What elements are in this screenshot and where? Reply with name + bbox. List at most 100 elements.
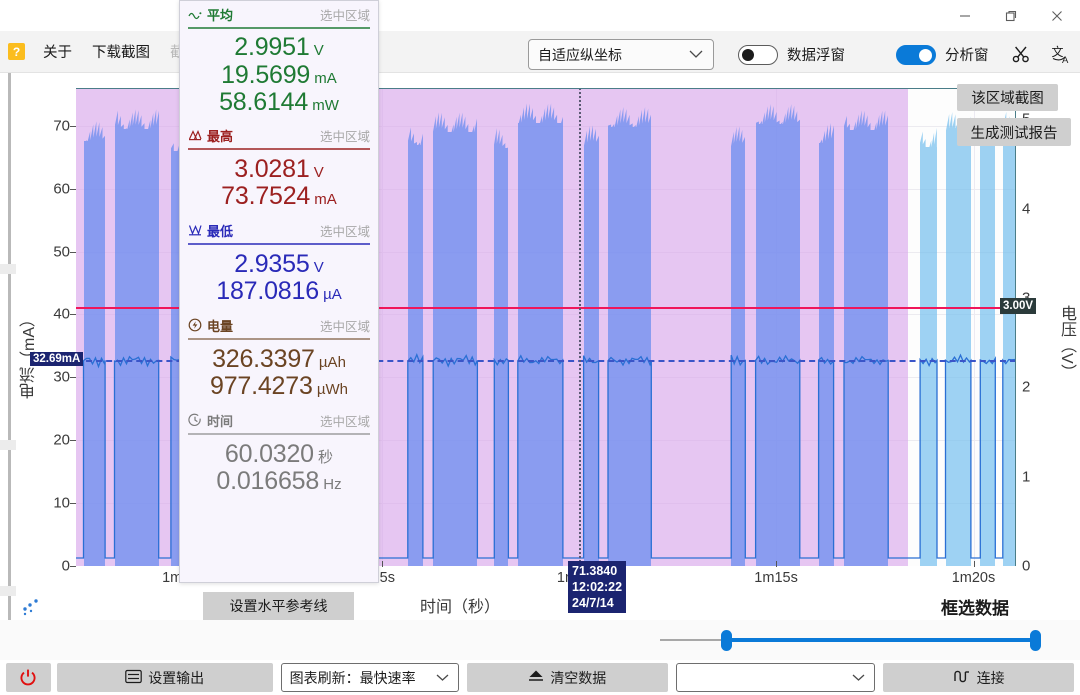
generate-report-button[interactable]: 生成测试报告 xyxy=(957,118,1071,146)
panel-section-values-average: 2.9951 V 19.5699 mA 58.6144 mW xyxy=(180,29,378,122)
menu-item-about[interactable]: 关于 xyxy=(43,45,72,61)
power-button[interactable] xyxy=(6,663,51,692)
current-burst xyxy=(433,112,478,566)
x-axis-tick-mark xyxy=(381,561,383,567)
clear-data-button[interactable]: 清空数据 xyxy=(467,663,668,692)
minimize-button[interactable] xyxy=(942,0,988,31)
panel-value-row: 2.9355 V xyxy=(180,250,378,278)
panel-region-tag[interactable]: 选中区域 xyxy=(319,414,370,429)
panel-section-title: 最高 xyxy=(207,128,234,144)
panel-section-title: 平均 xyxy=(207,8,234,23)
panel-section-header-maximum: 最高 选中区域 xyxy=(180,122,378,147)
y-axis-right-title: 电压（V） xyxy=(1058,305,1075,380)
data-float-toggle[interactable] xyxy=(738,44,778,65)
current-burst xyxy=(843,109,889,566)
range-slider[interactable] xyxy=(0,620,1080,660)
panel-section-values-time: 60.0320 秒 0.016658 Hz xyxy=(180,435,378,502)
analysis-toggle-group[interactable]: 分析窗 xyxy=(896,44,989,65)
region-screenshot-button[interactable]: 该区域截图 xyxy=(957,84,1058,111)
y-axis-right-tick: 1 xyxy=(1022,468,1031,486)
y-axis-left-tick: 70 xyxy=(53,117,70,135)
panel-unit: mA xyxy=(310,69,337,87)
panel-value-row: 60.0320 秒 xyxy=(180,440,378,468)
panel-unit: V xyxy=(309,42,324,59)
horizontal-reference-line[interactable] xyxy=(76,306,1016,310)
panel-unit: mW xyxy=(308,97,339,114)
panel-section-header-minimum: 最低 选中区域 xyxy=(180,217,378,242)
set-output-button[interactable]: 设置输出 xyxy=(56,663,273,692)
panel-section-header-energy: 电量 选中区域 xyxy=(180,312,378,337)
panel-value-row: 58.6144 mW xyxy=(180,88,378,116)
current-burst xyxy=(114,108,159,566)
panel-value-row: 3.0281 V xyxy=(180,155,378,183)
panel-value: 60.0320 xyxy=(224,439,314,468)
y-axis-left-tick: 50 xyxy=(53,243,70,261)
slider-range xyxy=(725,638,1035,642)
y-axis-mode-select[interactable]: 自适应纵坐标 xyxy=(528,39,714,70)
analysis-toggle[interactable] xyxy=(896,44,936,65)
cursor-tooltip-value: 71.3840 xyxy=(572,564,618,578)
data-float-toggle-group[interactable]: 数据浮窗 xyxy=(738,44,845,65)
panel-value-row: 0.016658 Hz xyxy=(180,467,378,495)
close-button[interactable] xyxy=(1034,0,1080,31)
panel-section-title: 时间 xyxy=(207,413,234,429)
panel-value: 73.7524 xyxy=(221,182,311,210)
analysis-panel[interactable]: 平均 选中区域 2.9951 V 19.5699 mA 58.6144 mW 最高 选中区域… xyxy=(179,0,379,583)
set-reference-line-button[interactable]: 设置水平参考线 xyxy=(203,592,354,620)
panel-unit: µAh xyxy=(314,353,346,371)
panel-unit: Hz xyxy=(319,476,342,493)
y-axis-left-tick-mark xyxy=(70,377,76,379)
translate-icon[interactable]: 文 A xyxy=(1046,39,1076,69)
window-controls xyxy=(942,0,1080,31)
panel-value: 326.3397 xyxy=(212,344,315,373)
cursor-line[interactable] xyxy=(578,88,581,566)
current-cursor-badge: 32.69mA xyxy=(30,352,84,367)
set-output-label: 设置输出 xyxy=(148,669,205,686)
y-axis-left-tick: 40 xyxy=(53,305,70,323)
current-burst xyxy=(920,127,938,566)
cursor-tooltip-time: 12:02:22 xyxy=(572,580,623,594)
chevron-down-icon xyxy=(851,671,866,685)
chevron-down-icon xyxy=(688,48,704,62)
panel-value-row: 187.0816 µA xyxy=(180,277,378,305)
y-axis-right: 012345 xyxy=(1016,88,1054,575)
frame-select-label: 框选数据 xyxy=(941,599,1009,618)
panel-region-tag[interactable]: 选中区域 xyxy=(319,319,370,334)
panel-unit: V xyxy=(309,163,324,181)
voltage-ref-badge: 3.00V xyxy=(1000,297,1037,314)
chevron-down-icon xyxy=(435,671,450,685)
connect-button[interactable]: 连接 xyxy=(883,663,1074,692)
y-axis-left-tick: 10 xyxy=(53,494,70,512)
slider-handle-right[interactable] xyxy=(1029,630,1041,651)
help-icon[interactable]: ? xyxy=(8,43,25,60)
y-axis-left-tick: 0 xyxy=(61,557,70,575)
panel-section-rule xyxy=(188,147,370,150)
menu-item-download-screenshot[interactable]: 下载截图 xyxy=(92,45,150,61)
x-axis-tick-mark xyxy=(776,561,778,567)
connect-icon xyxy=(953,669,971,687)
plot-top-border xyxy=(76,88,1016,89)
scissors-icon[interactable] xyxy=(1006,39,1036,69)
y-axis-left-tick-mark xyxy=(70,566,76,567)
wave-icon xyxy=(188,9,202,21)
current-burst xyxy=(83,121,106,566)
current-burst xyxy=(945,112,971,566)
cursor-tooltip: 71.3840 12:02:22 24/7/14 xyxy=(568,561,627,613)
y-axis-left-tick-mark xyxy=(70,314,76,316)
panel-section-rule xyxy=(188,337,370,340)
current-burst xyxy=(583,124,599,566)
port-select[interactable] xyxy=(675,663,876,692)
y-axis-right-tick: 2 xyxy=(1022,378,1031,396)
left-rail-mark-2 xyxy=(0,440,16,450)
refresh-rate-select[interactable]: 图表刷新：最快速率 xyxy=(280,663,460,692)
panel-region-tag[interactable]: 选中区域 xyxy=(319,9,370,23)
valley-icon xyxy=(188,224,202,236)
x-axis-title: 时间（秒） xyxy=(419,599,500,616)
panel-region-tag[interactable]: 选中区域 xyxy=(319,224,370,239)
output-icon xyxy=(125,669,142,687)
panel-region-tag[interactable]: 选中区域 xyxy=(319,129,370,144)
slider-handle-left[interactable] xyxy=(720,630,732,651)
x-axis-tick: 1m20s xyxy=(951,570,996,586)
maximize-button[interactable] xyxy=(988,0,1034,31)
